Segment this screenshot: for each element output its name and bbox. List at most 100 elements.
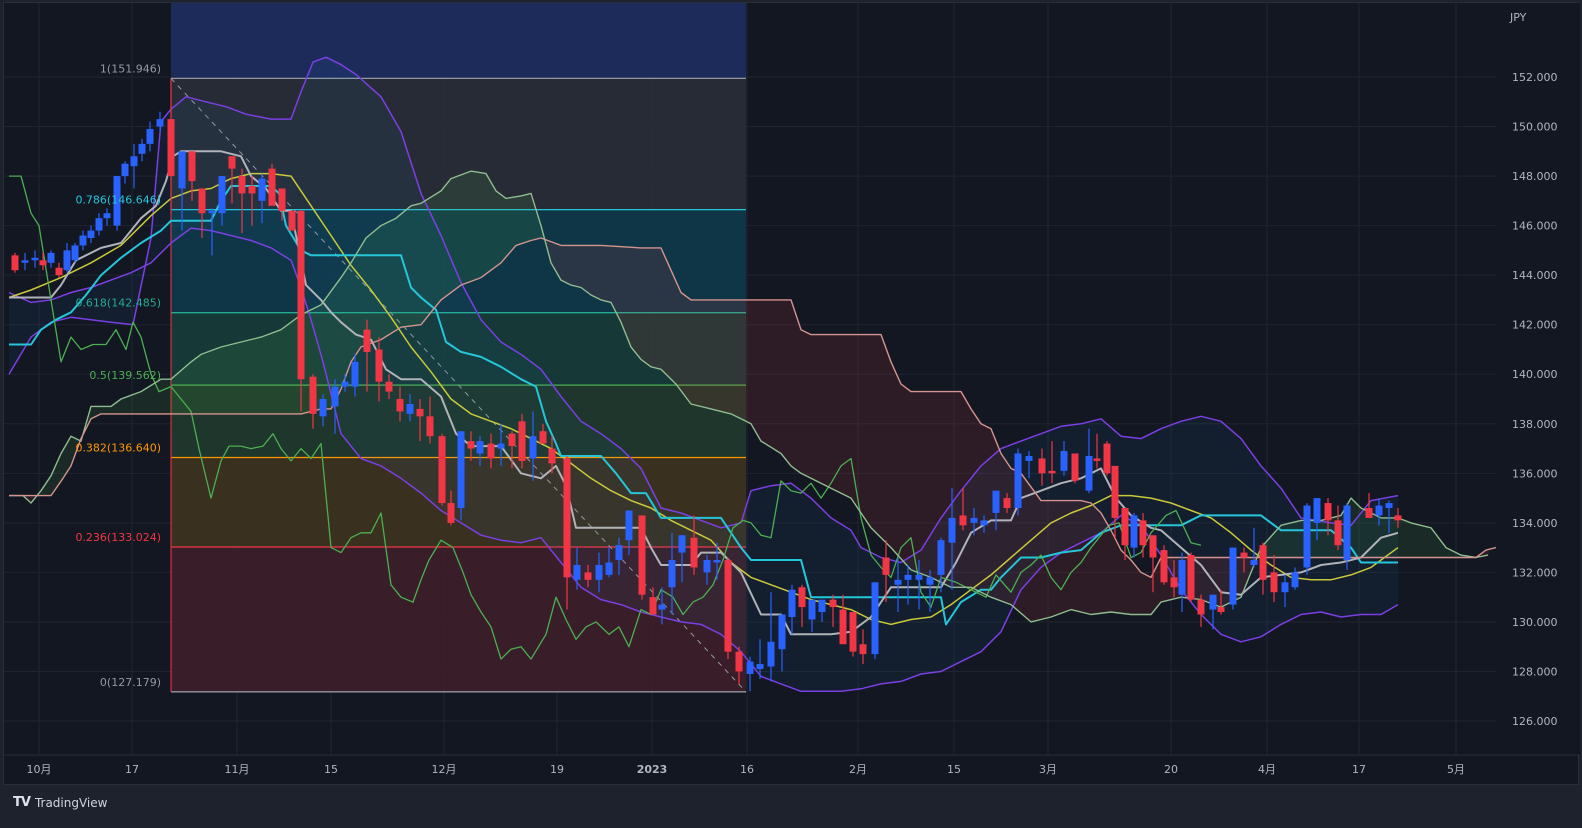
price-axis-bg [1496,3,1580,755]
time-tick-label: 16 [740,763,754,776]
price-tick-label: 130.000 [1512,616,1558,629]
candle [1093,433,1101,469]
price-tick-label: 140.000 [1512,368,1558,381]
candle [467,431,475,461]
candle [859,629,867,665]
candle [1250,527,1258,568]
candle [1281,574,1289,608]
time-tick-label: 2023 [637,763,668,776]
candle [756,639,764,679]
candle [937,537,945,593]
candle [218,176,226,226]
candle [735,646,743,684]
footer-bar: TV TradingView [3,784,1579,823]
candle [55,262,63,278]
candle [1071,453,1079,484]
candle [1111,465,1119,538]
candle [1259,542,1267,595]
candle [548,436,556,474]
candle [539,423,547,444]
candle [341,374,349,392]
candle [1121,507,1129,561]
fib-level-label: 0.382(136.640) [75,441,161,454]
candle [1209,594,1217,630]
candle [1375,498,1383,526]
candle [351,354,359,397]
candle [829,594,837,627]
candle [1291,567,1299,590]
candle [268,163,276,206]
candle [1313,498,1321,541]
candle [970,507,978,536]
candle [788,584,796,635]
chikou-span-line [9,175,1202,660]
candle [103,208,111,226]
candle [309,374,317,429]
candle [1014,448,1022,516]
candle [1324,498,1332,536]
candle [808,599,816,632]
candle [288,210,296,231]
candle [1038,448,1046,486]
candle [1060,441,1068,476]
candle [1025,451,1033,479]
candle [297,210,305,412]
candle [1048,441,1056,484]
tradingview-logo-icon: TV [13,795,31,810]
candle [487,433,495,469]
time-tick-label: 15 [947,763,961,776]
candle [508,431,516,469]
candle [1178,552,1186,613]
candle [406,394,414,422]
price-tick-label: 134.000 [1512,517,1558,530]
candle [1240,547,1248,573]
candle [130,143,138,189]
candle [416,399,424,442]
fib-level-label: 0.5(139.562) [89,369,161,382]
candle [95,213,103,236]
candle [649,587,657,615]
candle [1334,505,1342,551]
candle [1149,535,1157,593]
candle [1365,493,1373,518]
candle [767,592,775,682]
time-tick-label: 15 [324,763,338,776]
candle [904,564,912,605]
price-chart[interactable]: 1(151.946) 0.786(146.646) 0.618(142.485) 0.… [4,3,1580,787]
candle [21,252,29,271]
candle [1139,512,1147,558]
candle [457,431,465,521]
candle [121,161,129,184]
candle [248,176,256,226]
candle [198,188,206,239]
fib-level-label: 0.786(146.646) [75,194,161,207]
candle [375,337,383,402]
price-tick-label: 146.000 [1512,220,1558,233]
candle [724,557,732,660]
candle [156,111,164,132]
price-axis[interactable]: 152.000 150.000 148.000 146.000 144.000 142.0… [1512,71,1558,728]
fib-level-label: 0.618(142.485) [75,297,161,310]
candle [447,490,455,526]
candle [746,656,754,692]
time-tick-label: 19 [550,763,564,776]
candle [1187,552,1195,603]
candle [228,156,236,204]
candle [926,569,934,613]
candle [258,173,266,224]
candle [894,557,902,613]
time-axis[interactable]: 10月 17 11月 15 12月 19 2023 16 2月 15 3月 20 4月 17 5月 [27,763,1466,776]
price-tick-label: 128.000 [1512,665,1558,678]
candle [573,547,581,590]
fibonacci-retracement[interactable] [170,3,747,693]
candle [818,599,826,622]
candle [497,423,505,466]
time-tick-label: 11月 [225,763,250,776]
bollinger-fill [9,57,1398,692]
tradingview-brand[interactable]: TV TradingView [13,795,107,810]
candle [1270,555,1278,603]
candle [47,250,55,268]
fib-level-label: 1(151.946) [100,62,161,75]
candle [1394,507,1402,528]
candle [529,411,537,481]
